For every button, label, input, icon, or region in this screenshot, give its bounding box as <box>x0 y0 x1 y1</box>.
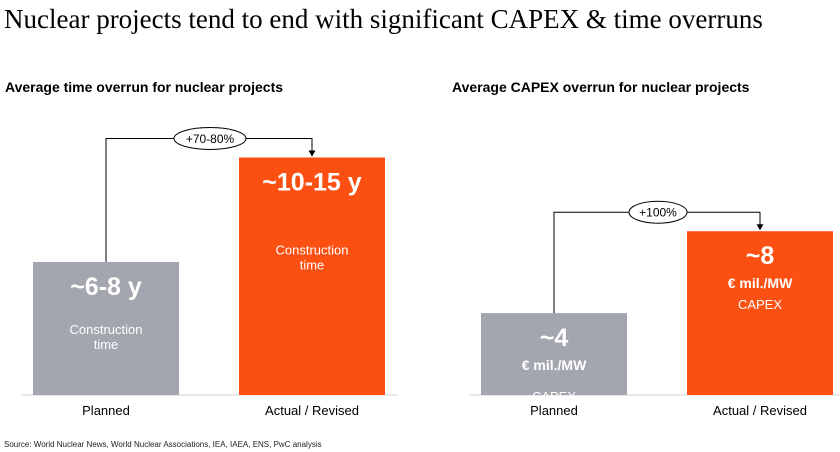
category-label: Actual / Revised <box>265 403 359 418</box>
bar-description: Construction <box>276 243 349 258</box>
bar-actual <box>239 157 385 395</box>
annotation-oval <box>628 200 688 224</box>
bar-unit-label: € mil./MW <box>522 357 587 373</box>
bar-planned <box>33 262 179 395</box>
page-title: Nuclear projects tend to end with signif… <box>4 4 763 34</box>
annotation-label: +70-80% <box>186 132 235 146</box>
time-chart-title: Average time overrun for nuclear project… <box>5 79 284 95</box>
bar-actual <box>687 231 833 395</box>
bar-description: Construction <box>70 322 143 337</box>
category-label: Planned <box>82 403 130 418</box>
bar-description: CAPEX <box>738 297 782 312</box>
connector-arrowhead <box>308 150 316 157</box>
category-label: Planned <box>530 403 578 418</box>
connector-arrowhead <box>756 224 764 231</box>
capex-chart-title: Average CAPEX overrun for nuclear projec… <box>452 79 750 95</box>
bar-planned <box>481 313 627 395</box>
bar-value-label: ~8 <box>746 242 775 270</box>
bar-value-label: ~4 <box>540 324 569 352</box>
annotation-label: +100% <box>639 206 677 220</box>
bar-description: time <box>94 337 119 352</box>
source-note: Source: World Nuclear News, World Nuclea… <box>4 440 322 449</box>
bar-unit-label: € mil./MW <box>728 275 793 291</box>
category-label: Actual / Revised <box>713 403 807 418</box>
annotation-oval <box>173 127 247 150</box>
bar-description: time <box>300 258 325 273</box>
bar-value-label: ~10-15 y <box>262 169 361 197</box>
bar-description: CAPEX <box>532 389 576 404</box>
bar-value-label: ~6-8 y <box>70 273 142 301</box>
